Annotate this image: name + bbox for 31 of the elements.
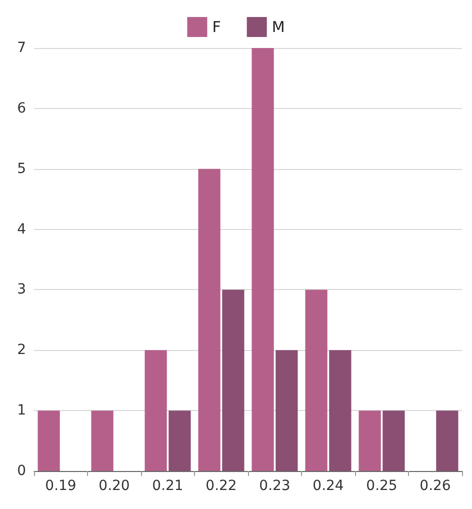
bar xyxy=(198,168,220,471)
y-tick-label: 2 xyxy=(17,342,26,358)
bar xyxy=(168,410,191,471)
bar xyxy=(222,290,244,471)
y-tick-label: 6 xyxy=(17,100,26,116)
bar xyxy=(144,350,167,471)
legend-label: M xyxy=(272,18,285,36)
bar xyxy=(252,48,274,471)
legend-label: F xyxy=(212,18,221,36)
bar xyxy=(329,350,352,471)
x-tick-label: 0.19 xyxy=(45,478,76,494)
y-tick-label: 1 xyxy=(17,402,26,419)
bar xyxy=(436,410,458,471)
x-tick-label: 0.25 xyxy=(366,478,398,494)
y-tick-label: 3 xyxy=(17,282,26,298)
x-tick-label: 0.20 xyxy=(98,478,130,494)
x-tick-label: 0.23 xyxy=(259,478,290,494)
y-tick-label: 4 xyxy=(17,221,26,238)
y-tick-label: 0 xyxy=(17,463,26,479)
y-tick-label: 5 xyxy=(17,160,26,177)
x-tick-label: 0.26 xyxy=(420,478,451,494)
bar xyxy=(358,410,381,471)
bar xyxy=(305,290,328,471)
y-tick-label: 7 xyxy=(17,40,26,56)
x-tick-label: 0.21 xyxy=(152,478,184,494)
bar xyxy=(38,410,60,471)
bar xyxy=(382,410,405,471)
bar xyxy=(276,350,298,471)
x-tick-label: 0.22 xyxy=(206,478,237,494)
bar xyxy=(91,410,114,471)
x-tick-label: 0.24 xyxy=(312,478,344,494)
